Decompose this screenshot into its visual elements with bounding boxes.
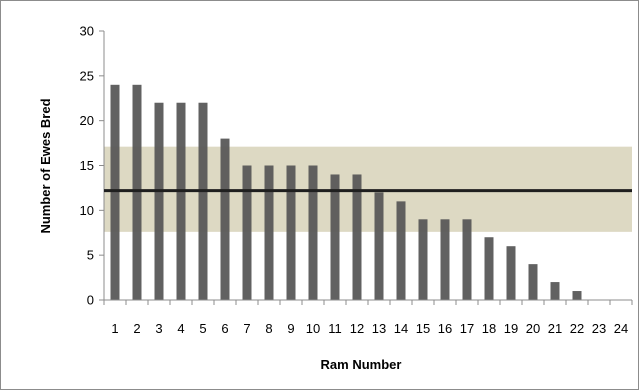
bars-layer — [110, 84, 582, 300]
y-tick-labels: 0 5 10 15 20 25 30 — [80, 24, 94, 308]
bar-ram-14 — [396, 201, 406, 300]
axes-layer — [99, 30, 633, 305]
bar-ram-2 — [132, 84, 142, 300]
x-tick-label: 21 — [548, 321, 562, 336]
x-tick-labels: 1 2 3 4 5 6 7 8 9 10 11 12 13 14 15 16 17 18 19 20 21 22 23 24 — [111, 321, 628, 336]
x-tick-label: 17 — [460, 321, 474, 336]
y-tick-label: 30 — [80, 24, 94, 39]
y-tick-label: 15 — [80, 158, 94, 173]
y-axis-title: Number of Ewes Bred — [38, 98, 53, 233]
x-tick-label: 23 — [592, 321, 606, 336]
x-tick-label: 6 — [221, 321, 228, 336]
bar-ram-22 — [572, 291, 582, 300]
bar-ram-16 — [440, 219, 450, 300]
bar-ram-6 — [220, 138, 230, 300]
x-tick-label: 16 — [438, 321, 452, 336]
x-tick-label: 3 — [155, 321, 162, 336]
x-tick-label: 5 — [199, 321, 206, 336]
x-tick-label: 19 — [504, 321, 518, 336]
x-tick-label: 4 — [177, 321, 184, 336]
bar-ram-11 — [330, 174, 340, 300]
bar-ram-9 — [286, 165, 296, 300]
x-tick-label: 20 — [526, 321, 540, 336]
x-tick-label: 14 — [394, 321, 408, 336]
x-tick-label: 10 — [306, 321, 320, 336]
x-tick-label: 9 — [287, 321, 294, 336]
bar-ram-17 — [462, 219, 472, 300]
x-tick-label: 1 — [111, 321, 118, 336]
x-tick-label: 15 — [416, 321, 430, 336]
bar-ram-15 — [418, 219, 428, 300]
x-tick-label: 24 — [614, 321, 628, 336]
x-axis-title: Ram Number — [321, 357, 402, 372]
x-tick-label: 22 — [570, 321, 584, 336]
x-tick-label: 11 — [328, 321, 342, 336]
x-tick-label: 8 — [265, 321, 272, 336]
bar-ram-12 — [352, 174, 362, 300]
y-tick-label: 10 — [80, 203, 94, 218]
bar-ram-7 — [242, 165, 252, 300]
x-tick-label: 2 — [133, 321, 140, 336]
bar-ram-13 — [374, 192, 384, 300]
bar-ram-18 — [484, 237, 494, 300]
bar-ram-10 — [308, 165, 318, 300]
x-tick-label: 13 — [372, 321, 386, 336]
bar-ram-1 — [110, 84, 120, 300]
y-tick-label: 25 — [80, 68, 94, 83]
bar-ram-20 — [528, 264, 538, 300]
x-tick-label: 12 — [350, 321, 364, 336]
bar-ram-21 — [550, 282, 560, 300]
bar-ram-19 — [506, 246, 516, 300]
bar-ram-3 — [154, 102, 164, 300]
x-tick-label: 18 — [482, 321, 496, 336]
y-tick-label: 20 — [80, 113, 94, 128]
bar-ram-5 — [198, 102, 208, 300]
x-tick-label: 7 — [243, 321, 250, 336]
y-tick-label: 5 — [87, 248, 94, 263]
bar-ram-8 — [264, 165, 274, 300]
y-tick-label: 0 — [87, 293, 94, 308]
bar-ram-4 — [176, 102, 186, 300]
